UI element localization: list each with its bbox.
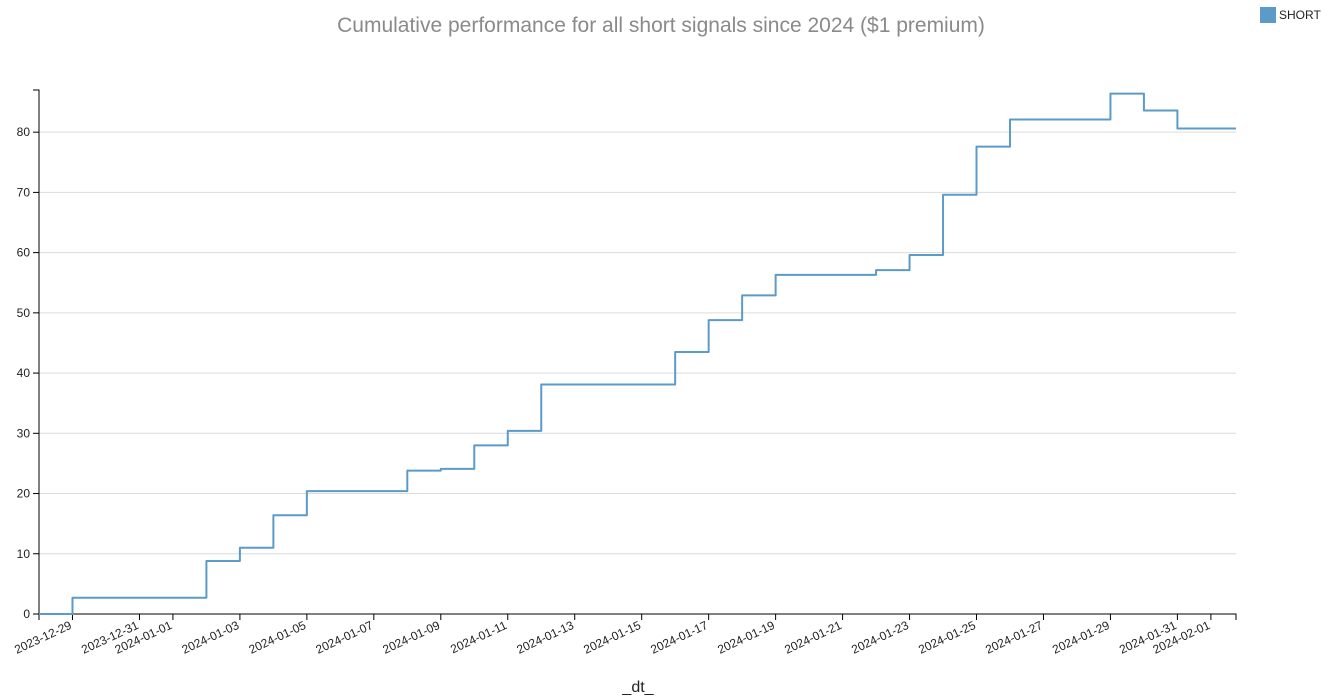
y-tick-label-10: 10 xyxy=(17,547,31,561)
x-tick-label-2024-01-19: 2024-01-19 xyxy=(715,618,777,657)
x-tick-label-2024-01-29: 2024-01-29 xyxy=(1050,618,1112,657)
legend[interactable]: SHORT xyxy=(1260,7,1321,23)
y-axis-line xyxy=(33,89,40,615)
gridlines xyxy=(39,131,1236,555)
x-axis-line xyxy=(38,613,1237,620)
x-tick-label-2024-01-05: 2024-01-05 xyxy=(247,618,309,657)
y-tick-label-80: 80 xyxy=(17,125,31,139)
y-axis: 0 10 20 30 40 50 60 70 80 xyxy=(17,89,40,621)
x-axis-title: _dt_ xyxy=(621,679,654,696)
chart-title: Cumulative performance for all short sig… xyxy=(337,14,985,37)
series-layer xyxy=(39,92,1236,615)
x-tick-label-2024-01-07: 2024-01-07 xyxy=(314,618,376,657)
y-tick-label-0: 0 xyxy=(23,607,30,621)
x-tick-label-2024-01-17: 2024-01-17 xyxy=(648,618,710,657)
legend-label-short: SHORT xyxy=(1279,8,1321,22)
x-tick-label-2024-01-03: 2024-01-03 xyxy=(180,618,242,657)
x-tick-label-2024-01-21: 2024-01-21 xyxy=(782,618,844,657)
x-tick-label-2024-01-27: 2024-01-27 xyxy=(983,618,1045,657)
x-tick-label-2023-12-29: 2023-12-29 xyxy=(12,618,74,657)
x-tick-label-2024-01-13: 2024-01-13 xyxy=(514,618,576,657)
y-tick-label-30: 30 xyxy=(17,426,31,440)
x-tick-label-2024-01-25: 2024-01-25 xyxy=(916,618,978,657)
y-tick-label-40: 40 xyxy=(17,366,31,380)
y-tick-label-60: 60 xyxy=(17,246,31,260)
y-tick-label-50: 50 xyxy=(17,306,31,320)
x-tick-label-2024-01-15: 2024-01-15 xyxy=(581,618,643,657)
y-tick-label-20: 20 xyxy=(17,487,31,501)
legend-swatch-short xyxy=(1260,7,1276,23)
y-tick-label-70: 70 xyxy=(17,185,31,199)
series-line-short xyxy=(39,92,1236,615)
x-tick-label-2024-01-23: 2024-01-23 xyxy=(849,618,911,657)
x-tick-label-2024-01-11: 2024-01-11 xyxy=(448,618,509,656)
x-tick-label-2024-01-09: 2024-01-09 xyxy=(381,618,443,657)
